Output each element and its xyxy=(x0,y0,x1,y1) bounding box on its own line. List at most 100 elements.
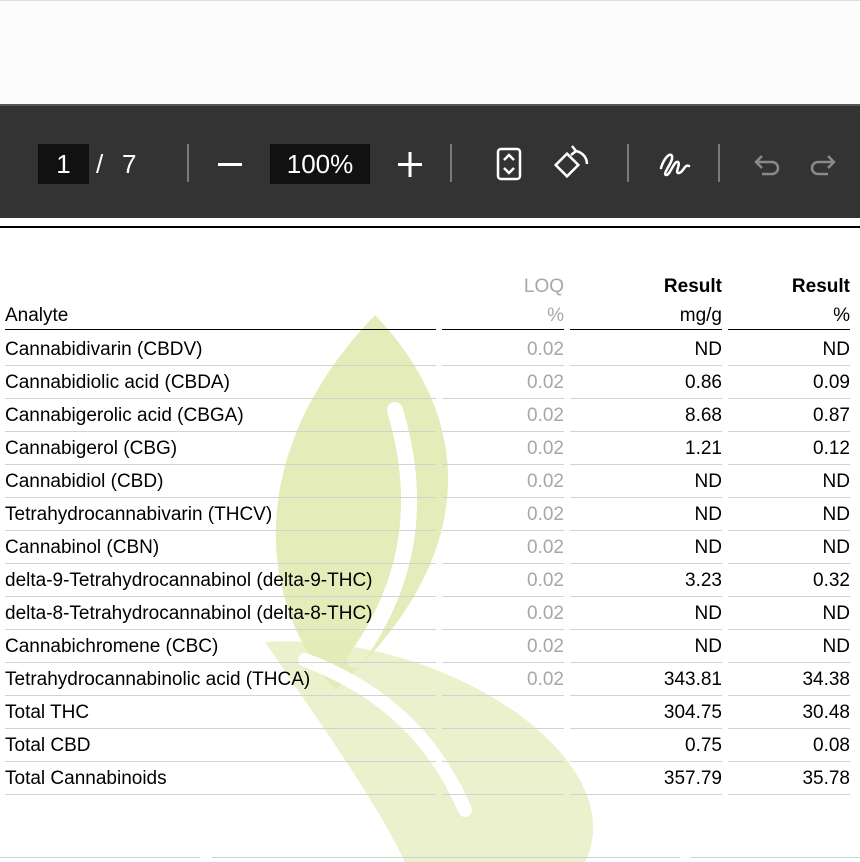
minus-icon xyxy=(218,163,242,166)
result-mg-value: 0.75 xyxy=(685,735,722,756)
toolbar-divider xyxy=(187,144,189,182)
table-row: Total CBD 0.75 0.08 xyxy=(0,729,860,762)
result-mg-value: ND xyxy=(694,504,722,525)
result-pct-value: 34.38 xyxy=(802,669,850,690)
redo-icon xyxy=(810,155,836,176)
table-row: Tetrahydrocannabinolic acid (THCA) 0.02 … xyxy=(0,663,860,696)
result-pct-value: 0.12 xyxy=(813,438,850,459)
header-rule xyxy=(570,329,722,330)
table-row: Cannabidivarin (CBDV) 0.02 ND ND xyxy=(0,333,860,366)
analyte-name: Cannabidiol (CBD) xyxy=(5,471,164,492)
sign-button[interactable] xyxy=(656,142,694,186)
signature-icon xyxy=(659,153,691,177)
pdf-toolbar: / 7 xyxy=(0,104,860,218)
analyte-name: Cannabinol (CBN) xyxy=(5,537,160,558)
result-pct-header: Result xyxy=(791,276,850,297)
zoom-out-button[interactable] xyxy=(212,142,248,186)
result-pct-unit-header: % xyxy=(833,305,850,326)
result-pct-value: ND xyxy=(822,504,850,525)
toolbar-divider xyxy=(450,144,452,182)
loq-unit-header: % xyxy=(547,305,564,326)
table-row: delta-9-Tetrahydrocannabinol (delta-9-TH… xyxy=(0,564,860,597)
analyte-name: Cannabichromene (CBC) xyxy=(5,636,219,657)
table-row: Cannabigerolic acid (CBGA) 0.02 8.68 0.8… xyxy=(0,399,860,432)
page-total: 7 xyxy=(122,149,137,179)
result-pct-value: 35.78 xyxy=(802,768,850,789)
result-pct-value: 0.09 xyxy=(813,372,850,393)
analyte-header: Analyte xyxy=(5,305,69,326)
fit-page-icon xyxy=(496,147,522,181)
table-row: Cannabidiolic acid (CBDA) 0.02 0.86 0.09 xyxy=(0,366,860,399)
analyte-name: Tetrahydrocannabivarin (THCV) xyxy=(5,504,273,525)
analyte-name: Cannabidiolic acid (CBDA) xyxy=(5,372,230,393)
table-row: Cannabinol (CBN) 0.02 ND ND xyxy=(0,531,860,564)
analyte-name: delta-8-Tetrahydrocannabinol (delta-8-TH… xyxy=(5,603,373,624)
loq-value: 0.02 xyxy=(527,471,564,492)
fit-page-button[interactable] xyxy=(494,142,524,186)
toolbar-divider xyxy=(627,144,629,182)
analyte-name: Total Cannabinoids xyxy=(5,768,167,789)
footer-rule xyxy=(0,857,200,858)
result-mg-header: Result xyxy=(663,276,722,297)
result-mg-value: 8.68 xyxy=(685,405,722,426)
result-mg-value: ND xyxy=(694,471,722,492)
loq-value: 0.02 xyxy=(527,669,564,690)
result-pct-value: ND xyxy=(822,603,850,624)
result-mg-value: 1.21 xyxy=(685,438,722,459)
table-row: Tetrahydrocannabivarin (THCV) 0.02 ND ND xyxy=(0,498,860,531)
loq-header: LOQ xyxy=(523,276,564,297)
footer-rule xyxy=(212,857,680,858)
document-top-rule xyxy=(0,226,860,228)
result-pct-value: ND xyxy=(822,339,850,360)
redo-button[interactable] xyxy=(808,142,842,186)
analyte-name: Total CBD xyxy=(5,735,91,756)
loq-value: 0.02 xyxy=(527,339,564,360)
plus-icon xyxy=(398,152,422,177)
result-pct-value: 0.08 xyxy=(813,735,850,756)
rotate-button[interactable] xyxy=(552,142,592,186)
footer-rule xyxy=(690,857,860,858)
loq-value: 0.02 xyxy=(527,438,564,459)
result-mg-value: 0.86 xyxy=(685,372,722,393)
analyte-name: delta-9-Tetrahydrocannabinol (delta-9-TH… xyxy=(5,570,373,591)
table-row: Total Cannabinoids 357.79 35.78 xyxy=(0,762,860,795)
header-rule xyxy=(728,329,850,330)
loq-value: 0.02 xyxy=(527,405,564,426)
undo-button[interactable] xyxy=(748,142,782,186)
result-pct-value: 0.87 xyxy=(813,405,850,426)
undo-icon xyxy=(754,155,780,176)
rotate-icon xyxy=(553,145,589,179)
result-pct-value: 0.32 xyxy=(813,570,850,591)
page-number-input[interactable] xyxy=(38,144,89,184)
result-mg-value: ND xyxy=(694,537,722,558)
table-row: Cannabigerol (CBG) 0.02 1.21 0.12 xyxy=(0,432,860,465)
loq-value: 0.02 xyxy=(527,603,564,624)
table-row: delta-8-Tetrahydrocannabinol (delta-8-TH… xyxy=(0,597,860,630)
table-row: Total THC 304.75 30.48 xyxy=(0,696,860,729)
page-separator: / xyxy=(96,149,104,179)
table-row: Cannabidiol (CBD) 0.02 ND ND xyxy=(0,465,860,498)
analyte-name: Total THC xyxy=(5,702,90,723)
analyte-name: Cannabigerolic acid (CBGA) xyxy=(5,405,244,426)
zoom-in-button[interactable] xyxy=(390,142,430,186)
result-pct-value: ND xyxy=(822,537,850,558)
viewer-top-area xyxy=(0,0,860,104)
analyte-name: Cannabidivarin (CBDV) xyxy=(5,339,203,360)
table-row: Cannabichromene (CBC) 0.02 ND ND xyxy=(0,630,860,663)
analyte-name: Cannabigerol (CBG) xyxy=(5,438,178,459)
zoom-level-input[interactable] xyxy=(270,144,370,184)
header-rule xyxy=(5,329,436,330)
analyte-name: Tetrahydrocannabinolic acid (THCA) xyxy=(5,669,311,690)
loq-value: 0.02 xyxy=(527,636,564,657)
result-pct-value: ND xyxy=(822,471,850,492)
loq-value: 0.02 xyxy=(527,570,564,591)
result-pct-value: ND xyxy=(822,636,850,657)
loq-value: 0.02 xyxy=(527,372,564,393)
result-mg-value: ND xyxy=(694,339,722,360)
result-mg-value: 304.75 xyxy=(663,702,722,723)
loq-value: 0.02 xyxy=(527,504,564,525)
loq-value: 0.02 xyxy=(527,537,564,558)
result-mg-value: ND xyxy=(694,603,722,624)
result-mg-value: ND xyxy=(694,636,722,657)
result-mg-value: 357.79 xyxy=(663,768,722,789)
